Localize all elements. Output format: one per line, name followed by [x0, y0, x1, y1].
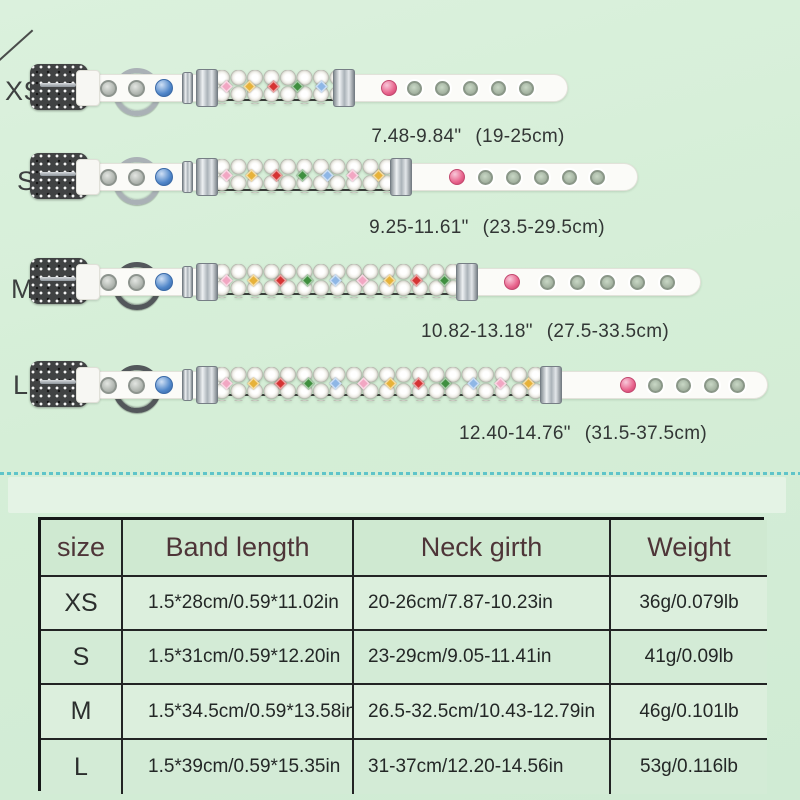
metal-slider — [456, 263, 478, 301]
table-cell: 41g/0.09lb — [611, 631, 767, 685]
strap-hole — [540, 275, 555, 290]
rivet — [128, 377, 145, 394]
table-cell: 46g/0.101lb — [611, 685, 767, 740]
rivet — [100, 169, 117, 186]
table-cell: 1.5*31cm/0.59*12.20in — [123, 631, 354, 685]
pink-rhinestone — [449, 169, 465, 185]
blue-rhinestone — [155, 376, 173, 394]
table-cell: S — [41, 631, 123, 685]
strap-hole — [407, 81, 422, 96]
strap-hole — [463, 81, 478, 96]
blue-rhinestone — [155, 168, 173, 186]
table-cell: M — [41, 685, 123, 740]
metal-slider — [182, 72, 193, 104]
table-header-neck-girth: Neck girth — [354, 520, 611, 577]
table-cell: 53g/0.116lb — [611, 740, 767, 794]
strap-hole — [676, 378, 691, 393]
rivet — [100, 274, 117, 291]
strap-hole — [590, 170, 605, 185]
size-label-m: M — [11, 274, 34, 304]
light-band — [8, 477, 786, 513]
rivet — [128, 274, 145, 291]
strap-hole — [506, 170, 521, 185]
strap-hole — [478, 170, 493, 185]
metal-slider — [196, 69, 218, 107]
rivet — [128, 169, 145, 186]
strap-hole — [600, 275, 615, 290]
pearl-band — [214, 367, 540, 401]
rivet — [128, 80, 145, 97]
table-header-band-length: Band length — [123, 520, 354, 577]
measure-text-xs: 7.48-9.84" (19-25cm) — [371, 126, 565, 147]
buckle-pin — [40, 380, 76, 384]
rivet — [100, 80, 117, 97]
table-cell: 36g/0.079lb — [611, 577, 767, 631]
pink-rhinestone — [620, 377, 636, 393]
table-header-weight: Weight — [611, 520, 767, 577]
measure-text-l: 12.40-14.76" (31.5-37.5cm) — [459, 423, 707, 444]
metal-slider — [196, 366, 218, 404]
strap-hole — [570, 275, 585, 290]
strap-hole — [491, 81, 506, 96]
table-cell: XS — [41, 577, 123, 631]
strap-keeper — [76, 367, 100, 403]
table-cell: L — [41, 740, 123, 794]
measure-text-s: 9.25-11.61" (23.5-29.5cm) — [369, 217, 605, 238]
pink-rhinestone — [381, 80, 397, 96]
table-cell: 1.5*39cm/0.59*15.35in — [123, 740, 354, 794]
strap-hole — [704, 378, 719, 393]
metal-slider — [390, 158, 412, 196]
buckle-pin — [40, 83, 76, 87]
table-cell: 1.5*34.5cm/0.59*13.58in — [123, 685, 354, 740]
pink-rhinestone — [504, 274, 520, 290]
metal-slider — [182, 266, 193, 298]
dashed-divider — [0, 472, 800, 475]
strap-hole — [534, 170, 549, 185]
buckle-pin — [40, 172, 76, 176]
rivet — [100, 377, 117, 394]
table-cell: 20-26cm/7.87-10.23in — [354, 577, 611, 631]
size-table: size Band length Neck girth Weight XS 1.… — [38, 517, 767, 794]
buckle-pin — [40, 277, 76, 281]
strap-hole — [435, 81, 450, 96]
metal-slider — [182, 161, 193, 193]
size-label-l: L — [13, 370, 29, 400]
table-cell: 1.5*28cm/0.59*11.02in — [123, 577, 354, 631]
strap-hole — [519, 81, 534, 96]
blue-rhinestone — [155, 79, 173, 97]
measure-text-m: 10.82-13.18" (27.5-33.5cm) — [421, 321, 669, 342]
strap-keeper — [76, 264, 100, 300]
table-header-size: size — [41, 520, 123, 577]
metal-slider — [196, 263, 218, 301]
strap-hole — [562, 170, 577, 185]
metal-slider — [540, 366, 562, 404]
strap-keeper — [76, 70, 100, 106]
strap-hole — [730, 378, 745, 393]
strap-keeper — [76, 159, 100, 195]
table-cell: 23-29cm/9.05-11.41in — [354, 631, 611, 685]
table-cell: 31-37cm/12.20-14.56in — [354, 740, 611, 794]
metal-slider — [182, 369, 193, 401]
metal-slider — [196, 158, 218, 196]
strap-hole — [660, 275, 675, 290]
blue-rhinestone — [155, 273, 173, 291]
strap-hole — [648, 378, 663, 393]
table-cell: 26.5-32.5cm/10.43-12.79in — [354, 685, 611, 740]
strap-hole — [630, 275, 645, 290]
metal-slider — [333, 69, 355, 107]
